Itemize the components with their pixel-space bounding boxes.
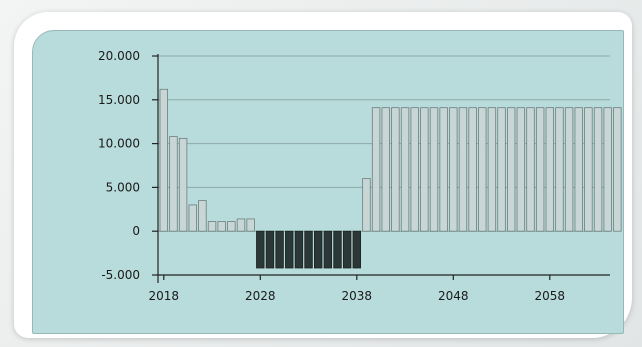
bar-positive — [468, 107, 477, 232]
bar-positive — [487, 107, 497, 232]
bar-positive — [188, 204, 197, 232]
bar-negative — [313, 230, 323, 269]
bar-negative — [256, 230, 265, 269]
y-tick-label: 15.000 — [98, 93, 140, 107]
bar-positive — [362, 178, 371, 232]
bar-positive — [439, 107, 448, 232]
y-tick-label: 10.000 — [98, 137, 140, 151]
bar-positive — [593, 107, 603, 232]
bar-positive — [526, 107, 535, 232]
bar-positive — [391, 107, 400, 232]
bar-positive — [371, 107, 381, 232]
y-tick-label: 20.000 — [98, 49, 140, 63]
bar-positive — [603, 107, 612, 232]
bar-positive — [497, 107, 506, 232]
bar-negative — [285, 230, 294, 269]
bar-positive — [458, 107, 468, 232]
bar-positive — [207, 221, 217, 232]
bar-positive — [429, 107, 439, 232]
bar-positive — [227, 221, 236, 232]
bar-positive — [613, 107, 622, 232]
bar-positive — [516, 107, 526, 232]
y-tick-label: 5.000 — [106, 180, 140, 194]
bar-positive — [478, 107, 487, 232]
bar-positive — [574, 107, 583, 232]
bar-positive — [217, 221, 226, 232]
bar-positive — [246, 218, 255, 232]
bar-negative — [304, 230, 313, 269]
bar-positive — [236, 218, 246, 232]
bar-positive — [420, 107, 429, 232]
x-tick-label: 2038 — [342, 289, 373, 303]
bar-positive — [198, 200, 207, 232]
x-tick-label: 2048 — [438, 289, 469, 303]
bar-negative — [352, 230, 361, 269]
bar-positive — [584, 107, 593, 232]
bar-positive — [555, 107, 564, 232]
bar-positive — [506, 107, 516, 232]
bar-negative — [275, 230, 284, 269]
chart-plot-background — [32, 30, 624, 334]
bar-negative — [323, 230, 333, 269]
bar-negative — [265, 230, 275, 269]
bar-positive — [400, 107, 410, 232]
bar-positive — [410, 107, 419, 232]
bar-positive — [449, 107, 458, 232]
bar-positive — [159, 88, 168, 232]
bar-positive — [545, 107, 554, 232]
x-tick-label: 2058 — [535, 289, 566, 303]
x-tick-label: 2028 — [245, 289, 276, 303]
y-tick-label: -5.000 — [101, 268, 140, 282]
bar-positive — [535, 107, 545, 232]
bar-positive — [381, 107, 390, 232]
bar-negative — [294, 230, 304, 269]
bar-negative — [342, 230, 352, 269]
bar-positive — [169, 136, 178, 232]
y-tick-label: 0 — [132, 224, 140, 238]
bar-negative — [333, 230, 342, 269]
bar-positive — [178, 137, 188, 232]
x-tick-label: 2018 — [149, 289, 180, 303]
bar-positive — [564, 107, 574, 232]
